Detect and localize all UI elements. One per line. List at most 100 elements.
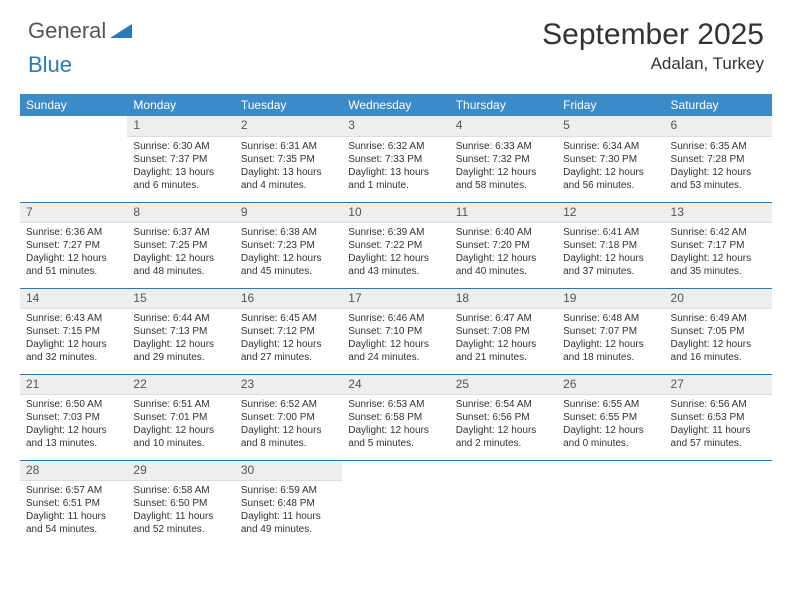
daylight-text: Daylight: 13 hours and 1 minute.	[348, 166, 443, 192]
day-number: 24	[342, 375, 449, 396]
sunset-text: Sunset: 7:10 PM	[348, 325, 443, 338]
calendar-cell: 26Sunrise: 6:55 AMSunset: 6:55 PMDayligh…	[557, 374, 664, 460]
day-number: 8	[127, 203, 234, 224]
calendar-body: 1 Sunrise: 6:30 AMSunset: 7:37 PM Daylight…	[20, 116, 772, 546]
day-number: 3	[342, 116, 449, 137]
day-body: Sunrise: 6:38 AMSunset: 7:23 PMDaylight:…	[235, 223, 342, 280]
sunset-text: Sunset: 7:37 PM	[133, 153, 228, 166]
day-number: 4	[450, 116, 557, 137]
day-body: Sunrise: 6:53 AMSunset: 6:58 PMDaylight:…	[342, 395, 449, 452]
daylight-text: Daylight: 12 hours and 53 minutes.	[671, 166, 766, 192]
day-number: 26	[557, 375, 664, 396]
daylight-text: Daylight: 12 hours and 16 minutes.	[671, 338, 766, 364]
day-body: Sunrise: 6:41 AMSunset: 7:18 PMDaylight:…	[557, 223, 664, 280]
daylight-text: Daylight: 12 hours and 45 minutes.	[241, 252, 336, 278]
day-body: Sunrise: 6:57 AMSunset: 6:51 PMDaylight:…	[20, 481, 127, 538]
day-body: Sunrise: 6:32 AMSunset: 7:33 PMDaylight:…	[342, 137, 449, 194]
daylight-text: Daylight: 12 hours and 0 minutes.	[563, 424, 658, 450]
sunset-text: Sunset: 6:58 PM	[348, 411, 443, 424]
sunset-text: Sunset: 7:20 PM	[456, 239, 551, 252]
daylight-text: Daylight: 12 hours and 24 minutes.	[348, 338, 443, 364]
sunset-text: Sunset: 7:08 PM	[456, 325, 551, 338]
day-body: Sunrise: 6:48 AMSunset: 7:07 PMDaylight:…	[557, 309, 664, 366]
calendar-cell: 8Sunrise: 6:37 AMSunset: 7:25 PMDaylight…	[127, 202, 234, 288]
daylight-text: Daylight: 13 hours and 4 minutes.	[241, 166, 336, 192]
sunset-text: Sunset: 6:51 PM	[26, 497, 121, 510]
daylight-text: Daylight: 12 hours and 18 minutes.	[563, 338, 658, 364]
sunset-text: Sunset: 7:00 PM	[241, 411, 336, 424]
day-body: Sunrise: 6:46 AMSunset: 7:10 PMDaylight:…	[342, 309, 449, 366]
calendar-cell: 27Sunrise: 6:56 AMSunset: 6:53 PMDayligh…	[665, 374, 772, 460]
sunrise-text: Sunrise: 6:40 AM	[456, 226, 551, 239]
day-body: Sunrise: 6:34 AMSunset: 7:30 PMDaylight:…	[557, 137, 664, 194]
sunrise-text: Sunrise: 6:38 AM	[241, 226, 336, 239]
day-number: 23	[235, 375, 342, 396]
weekday-header: Thursday	[450, 94, 557, 116]
daylight-text: Daylight: 12 hours and 35 minutes.	[671, 252, 766, 278]
weekday-header: Sunday	[20, 94, 127, 116]
sunset-text: Sunset: 6:55 PM	[563, 411, 658, 424]
calendar-cell: 3Sunrise: 6:32 AMSunset: 7:33 PMDaylight…	[342, 116, 449, 202]
day-body: Sunrise: 6:42 AMSunset: 7:17 PMDaylight:…	[665, 223, 772, 280]
day-number: 5	[557, 116, 664, 137]
calendar-cell: 29Sunrise: 6:58 AMSunset: 6:50 PMDayligh…	[127, 460, 234, 546]
daylight-text: Daylight: 12 hours and 56 minutes.	[563, 166, 658, 192]
calendar-week: 28Sunrise: 6:57 AMSunset: 6:51 PMDayligh…	[20, 460, 772, 546]
sunset-text: Sunset: 6:48 PM	[241, 497, 336, 510]
sunrise-text: Sunrise: 6:43 AM	[26, 312, 121, 325]
day-number: 6	[665, 116, 772, 137]
sunset-text: Sunset: 7:01 PM	[133, 411, 228, 424]
day-body: Sunrise: 6:33 AMSunset: 7:32 PMDaylight:…	[450, 137, 557, 194]
triangle-icon	[110, 18, 132, 44]
day-number: 12	[557, 203, 664, 224]
sunset-text: Sunset: 7:13 PM	[133, 325, 228, 338]
daylight-text: Daylight: 12 hours and 48 minutes.	[133, 252, 228, 278]
sunset-text: Sunset: 7:17 PM	[671, 239, 766, 252]
calendar-cell: 16Sunrise: 6:45 AMSunset: 7:12 PMDayligh…	[235, 288, 342, 374]
calendar-cell: 5Sunrise: 6:34 AMSunset: 7:30 PMDaylight…	[557, 116, 664, 202]
calendar-cell: 30Sunrise: 6:59 AMSunset: 6:48 PMDayligh…	[235, 460, 342, 546]
brand-word-2: Blue	[28, 52, 72, 77]
daylight-text: Daylight: 11 hours and 52 minutes.	[133, 510, 228, 536]
sunrise-text: Sunrise: 6:42 AM	[671, 226, 766, 239]
day-number: 9	[235, 203, 342, 224]
calendar-cell: 21Sunrise: 6:50 AMSunset: 7:03 PMDayligh…	[20, 374, 127, 460]
day-body: Sunrise: 6:45 AMSunset: 7:12 PMDaylight:…	[235, 309, 342, 366]
daylight-text: Daylight: 12 hours and 51 minutes.	[26, 252, 121, 278]
day-number: 29	[127, 461, 234, 482]
calendar-cell: 1Sunrise: 6:30 AMSunset: 7:37 PMDaylight…	[127, 116, 234, 202]
daylight-text: Daylight: 12 hours and 2 minutes.	[456, 424, 551, 450]
day-number: 1	[127, 116, 234, 137]
daylight-text: Daylight: 11 hours and 49 minutes.	[241, 510, 336, 536]
day-body: Sunrise: 6:36 AMSunset: 7:27 PMDaylight:…	[20, 223, 127, 280]
calendar-cell	[450, 460, 557, 546]
sunrise-text: Sunrise: 6:58 AM	[133, 484, 228, 497]
sunset-text: Sunset: 6:56 PM	[456, 411, 551, 424]
sunrise-text: Sunrise: 6:35 AM	[671, 140, 766, 153]
sunrise-text: Sunrise: 6:54 AM	[456, 398, 551, 411]
sunset-text: Sunset: 7:30 PM	[563, 153, 658, 166]
sunrise-text: Sunrise: 6:53 AM	[348, 398, 443, 411]
weekday-header: Saturday	[665, 94, 772, 116]
sunset-text: Sunset: 7:32 PM	[456, 153, 551, 166]
sunset-text: Sunset: 7:22 PM	[348, 239, 443, 252]
sunset-text: Sunset: 7:15 PM	[26, 325, 121, 338]
day-body: Sunrise: 6:40 AMSunset: 7:20 PMDaylight:…	[450, 223, 557, 280]
day-number: 21	[20, 375, 127, 396]
weekday-header: Wednesday	[342, 94, 449, 116]
sunrise-text: Sunrise: 6:51 AM	[133, 398, 228, 411]
sunrise-text: Sunrise: 6:30 AM	[133, 140, 228, 153]
brand-text: General Blue	[28, 18, 132, 78]
calendar-cell: 13Sunrise: 6:42 AMSunset: 7:17 PMDayligh…	[665, 202, 772, 288]
calendar-week: 7Sunrise: 6:36 AMSunset: 7:27 PMDaylight…	[20, 202, 772, 288]
daylight-text: Daylight: 12 hours and 21 minutes.	[456, 338, 551, 364]
calendar-cell	[20, 116, 127, 202]
calendar-cell: 2Sunrise: 6:31 AMSunset: 7:35 PMDaylight…	[235, 116, 342, 202]
day-body: Sunrise: 6:31 AMSunset: 7:35 PMDaylight:…	[235, 137, 342, 194]
sunset-text: Sunset: 7:05 PM	[671, 325, 766, 338]
daylight-text: Daylight: 12 hours and 8 minutes.	[241, 424, 336, 450]
daylight-text: Daylight: 12 hours and 43 minutes.	[348, 252, 443, 278]
calendar-week: 14Sunrise: 6:43 AMSunset: 7:15 PMDayligh…	[20, 288, 772, 374]
sunrise-text: Sunrise: 6:31 AM	[241, 140, 336, 153]
sunset-text: Sunset: 7:18 PM	[563, 239, 658, 252]
